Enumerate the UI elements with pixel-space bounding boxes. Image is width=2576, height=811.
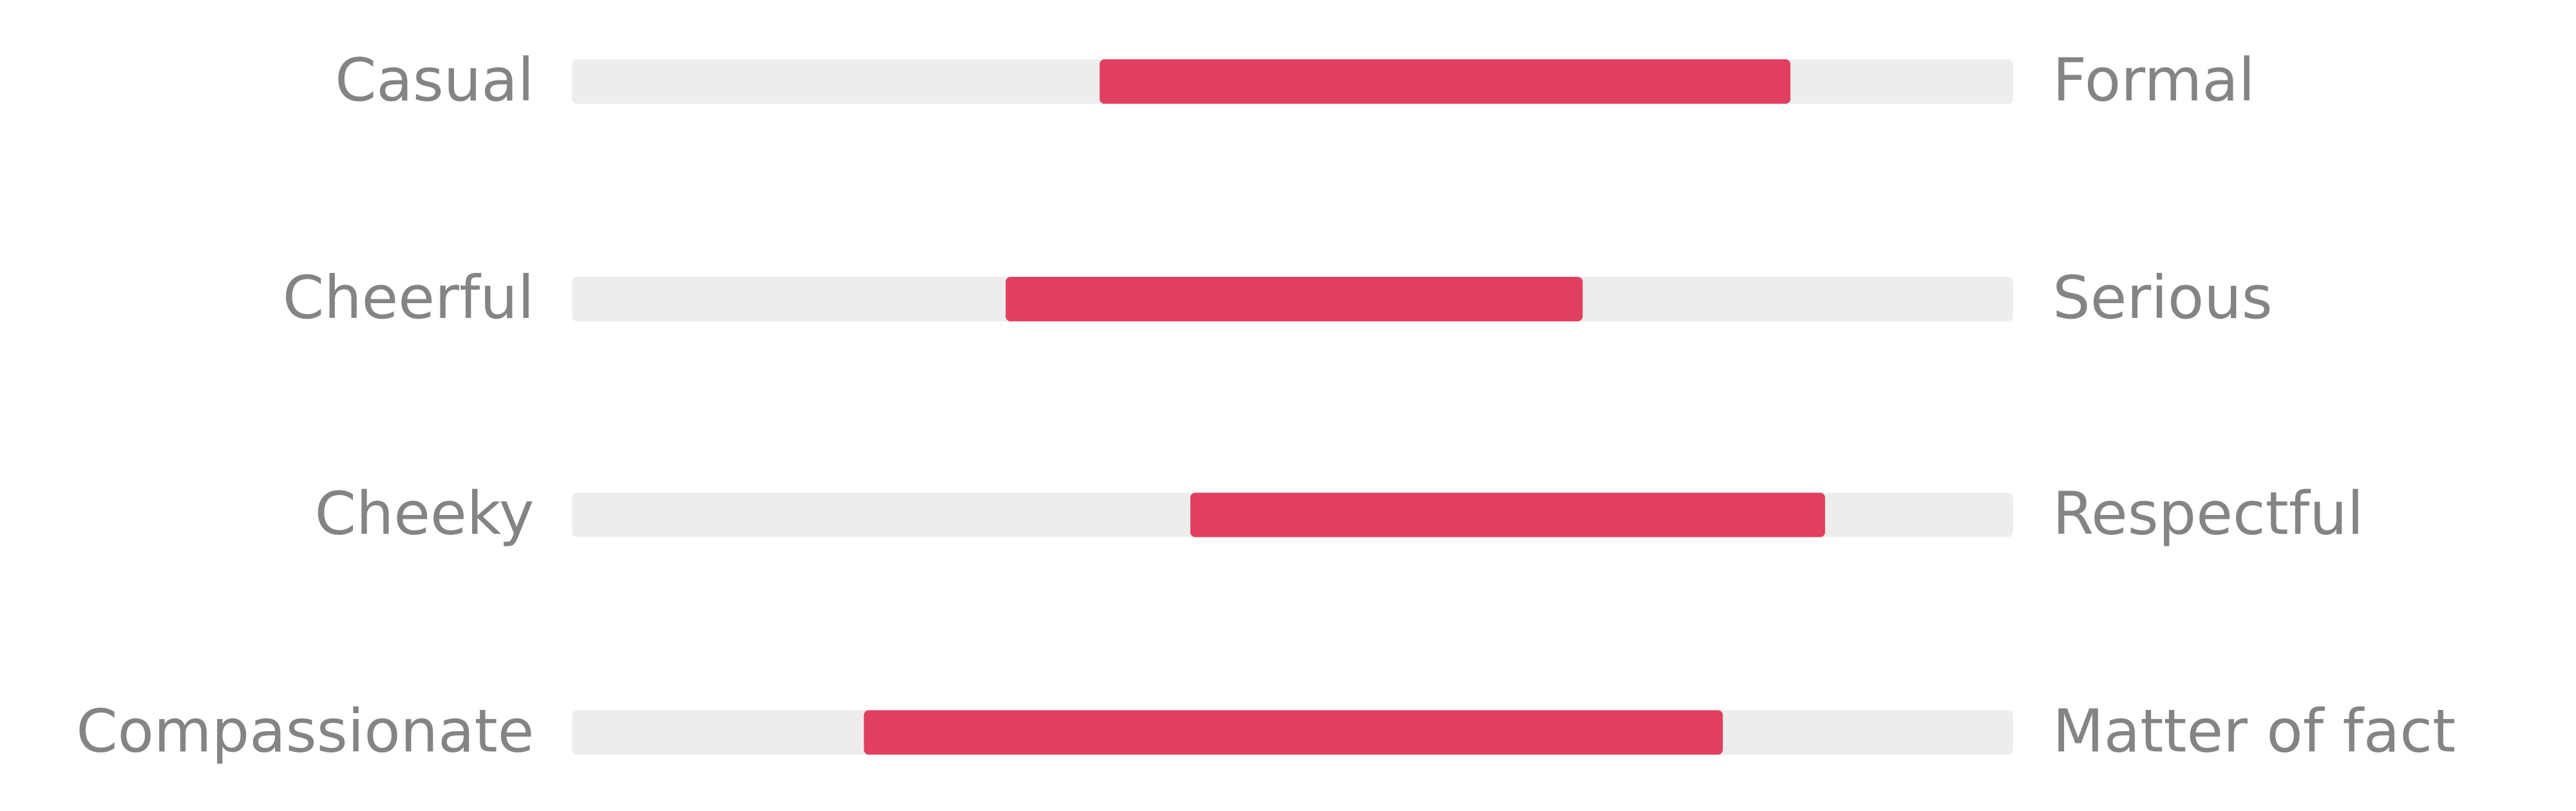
row-left-label: Casual bbox=[335, 48, 535, 116]
scale-range-bar bbox=[1190, 492, 1826, 537]
scale-track bbox=[572, 710, 2013, 755]
scale-row: Cheerful Serious bbox=[0, 270, 2575, 329]
row-right-label: Respectful bbox=[2052, 481, 2364, 549]
scale-track bbox=[572, 59, 2013, 104]
scale-track bbox=[572, 277, 2013, 322]
scale-row: Compassionate Matter of fact bbox=[0, 703, 2575, 762]
row-right-label: Formal bbox=[2052, 48, 2255, 116]
row-right-label: Matter of fact bbox=[2052, 698, 2456, 767]
row-left-label: Cheerful bbox=[282, 265, 535, 333]
scale-range-bar bbox=[1099, 59, 1792, 104]
scale-range-bar bbox=[1005, 277, 1582, 322]
row-left-label: Compassionate bbox=[76, 698, 535, 767]
scale-range-bar bbox=[863, 710, 1723, 755]
scale-row: Cheeky Respectful bbox=[0, 485, 2575, 545]
scale-row: Casual Formal bbox=[0, 52, 2575, 111]
row-left-label: Cheeky bbox=[314, 481, 535, 549]
row-right-label: Serious bbox=[2052, 265, 2273, 333]
scale-track bbox=[572, 492, 2013, 537]
